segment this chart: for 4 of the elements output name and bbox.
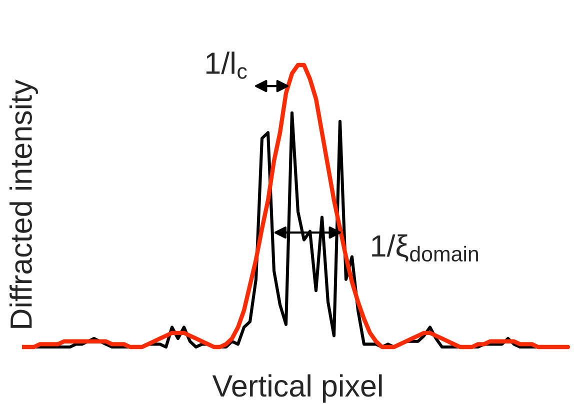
y-axis-title: Diffracted intensity <box>10 80 38 328</box>
x-axis-title: Vertical pixel <box>212 374 382 403</box>
annotation: 1/l$_{c}$ <box>206 52 247 79</box>
annotation: 1/ξ$_{domain}$ <box>372 234 478 262</box>
